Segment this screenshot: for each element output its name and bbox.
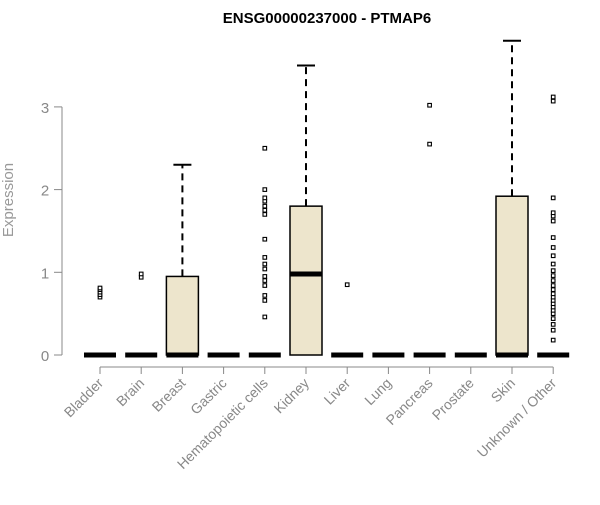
box-pancreas (413, 102, 446, 358)
outlier-point (262, 255, 268, 260)
outlier-point (262, 274, 268, 279)
outlier-point (550, 291, 556, 297)
chart-title: ENSG00000237000 - PTMAP6 (223, 10, 431, 27)
x-tick-label: Kidney (271, 375, 313, 417)
outlier-point (550, 98, 556, 104)
y-axis-label: Expression (0, 163, 17, 237)
outlier-point (262, 261, 268, 267)
outlier-point (262, 212, 268, 217)
outlier-point (550, 337, 556, 343)
x-tick-label: Lung (361, 375, 394, 408)
outlier-point (550, 278, 556, 283)
y-tick-label: 1 (41, 265, 49, 282)
outlier-point (550, 253, 556, 259)
outlier-point (550, 195, 556, 201)
outlier-point (550, 261, 556, 267)
boxes-layer (84, 39, 570, 358)
x-tick-label: Liver (321, 375, 354, 408)
outlier-point (550, 322, 556, 327)
outlier-point (550, 283, 556, 288)
box-kidney (289, 64, 323, 356)
outlier-point (550, 94, 556, 100)
x-tick-label: Bladder (61, 375, 107, 421)
outlier-point (262, 278, 268, 283)
outlier-point (262, 283, 268, 288)
iqr-box (165, 275, 200, 356)
outlier-point (262, 266, 268, 272)
outlier-point (550, 268, 556, 273)
y-axis: 0 1 2 3 (41, 100, 63, 365)
outlier-point (262, 145, 268, 151)
outlier-point (262, 187, 268, 192)
outlier-point (262, 236, 268, 242)
iqr-box (289, 205, 323, 356)
outlier-point (550, 287, 556, 293)
outlier-point (138, 271, 144, 277)
outlier-point (550, 218, 556, 224)
outlier-point (97, 285, 103, 291)
outlier-point (262, 203, 268, 209)
outlier-point (262, 195, 268, 201)
outlier-point (427, 102, 432, 108)
iqr-box (495, 195, 529, 356)
y-tick-label: 0 (41, 348, 49, 365)
box-bladder (84, 285, 116, 358)
box-hematopoietic-cells (248, 145, 281, 358)
outlier-point (550, 210, 556, 216)
x-tick-label: Prostate (429, 375, 477, 423)
box-skin (495, 39, 529, 358)
x-tick-label: Brain (113, 375, 147, 409)
box-unknown-other (537, 94, 570, 358)
outlier-point (262, 293, 268, 298)
y-tick-label: 2 (41, 183, 49, 200)
outlier-point (262, 314, 268, 320)
box-breast (165, 163, 200, 358)
outlier-point (550, 235, 556, 240)
outlier-point (262, 298, 268, 303)
outlier-point (262, 207, 268, 213)
x-tick-label: Breast (149, 375, 189, 415)
box-brain (125, 271, 158, 358)
y-tick-label: 3 (41, 100, 49, 117)
outlier-point (427, 141, 432, 147)
box-liver (331, 282, 364, 358)
x-tick-label: Skin (488, 375, 519, 406)
outlier-point (550, 245, 556, 250)
outlier-point (550, 273, 556, 278)
outlier-point (344, 282, 350, 288)
outlier-point (550, 327, 556, 333)
outlier-point (550, 316, 556, 321)
